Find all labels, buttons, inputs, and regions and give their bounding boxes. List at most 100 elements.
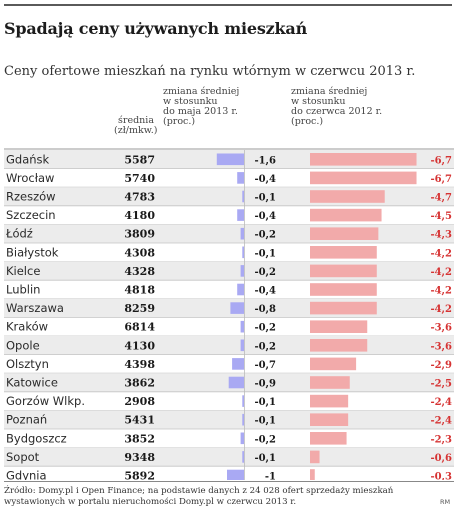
may-change-label: -0,2 (254, 341, 276, 352)
year-change-bar (310, 376, 350, 389)
city-label: Gdańsk (6, 152, 50, 166)
header-average-price: średnia (zł/mkw.) (114, 115, 158, 136)
average-price-label: 5587 (124, 153, 155, 166)
year-change-bar (310, 190, 385, 203)
may-change-label: -0,1 (254, 416, 276, 427)
year-change-label: -6,7 (430, 155, 452, 166)
average-price-label: 5431 (124, 414, 155, 427)
year-change-label: -3,6 (430, 323, 452, 334)
may-change-bar (230, 302, 244, 314)
may-change-label: -0,4 (254, 286, 276, 297)
year-change-bar (310, 208, 382, 222)
may-change-bar (242, 413, 244, 426)
may-change-label: -0,1 (254, 453, 276, 464)
row-stripe (4, 410, 454, 429)
year-change-bar (310, 227, 379, 240)
chart-subtitle: Ceny ofertowe mieszkań na rynku wtórnym … (4, 64, 416, 79)
may-change-bar (237, 209, 244, 221)
row-stripe (4, 261, 454, 281)
may-change-label: -0,2 (254, 323, 276, 334)
year-change-label: -6,7 (430, 174, 452, 185)
year-change-label: -2,4 (430, 416, 452, 427)
row-stripe (4, 298, 454, 318)
may-change-label: -0,1 (254, 248, 276, 259)
year-change-bar (310, 301, 377, 315)
price-table-chart: Gdańsk 5587 -1,6 -6,7 Wrocław 5740 -0,4 -6,7 Rze… (4, 148, 454, 481)
average-price-label: 5740 (124, 172, 155, 185)
chart-title: Spadają ceny używanych mieszkań (4, 19, 308, 38)
city-label: Łódź (5, 227, 33, 241)
city-label: Olsztyn (6, 357, 49, 371)
source-note: Źródło: Domy.pl i Open Finance; na podst… (4, 486, 394, 507)
may-change-bar (242, 190, 244, 203)
year-change-bar (310, 394, 349, 408)
year-change-bar (310, 357, 357, 371)
may-change-label: -0,2 (254, 230, 276, 241)
year-change-label: -4,2 (430, 248, 452, 259)
average-price-label: 4783 (124, 191, 155, 204)
year-change-label: -2,4 (430, 397, 452, 408)
year-change-bar (310, 339, 368, 352)
year-change-label: -4,2 (430, 304, 452, 315)
average-price-label: 3809 (124, 228, 155, 241)
may-change-bar (240, 339, 244, 352)
may-change-bar (216, 153, 244, 166)
year-change-label: -2,3 (430, 434, 452, 445)
city-label: Sopot (6, 450, 40, 464)
may-change-label: -0,4 (254, 211, 276, 222)
city-label: Lublin (6, 283, 40, 297)
may-change-label: -0,1 (254, 193, 276, 204)
year-change-label: -0,6 (430, 453, 452, 464)
may-change-bar (242, 246, 244, 259)
may-change-bar (240, 265, 244, 277)
may-change-label: -0,2 (254, 434, 276, 445)
title-rule (4, 4, 452, 6)
year-change-bar (310, 320, 368, 333)
average-price-label: 9348 (124, 451, 155, 464)
year-change-label: -3,6 (430, 341, 452, 352)
average-price-label: 3862 (124, 377, 155, 390)
average-price-label: 4308 (124, 246, 155, 259)
row-stripe (4, 447, 454, 467)
may-change-label: -1,6 (254, 155, 276, 166)
may-change-label: -1 (265, 472, 276, 481)
year-change-bar (310, 171, 417, 185)
average-price-label: 5892 (124, 470, 155, 481)
city-label: Białystok (6, 245, 59, 259)
author-credit: RM (440, 498, 451, 506)
may-change-label: -0,9 (254, 379, 276, 390)
may-change-bar (242, 395, 244, 407)
average-price-label: 4818 (124, 284, 155, 297)
header-change-may: zmiana średniej w stosunku do maja 2013 … (163, 86, 240, 127)
year-change-bar (310, 450, 320, 464)
may-change-bar (240, 432, 244, 445)
average-price-label: 4130 (124, 339, 155, 352)
city-label: Gorzów Wlkp. (6, 394, 85, 408)
city-label: Opole (6, 338, 40, 352)
city-label: Bydgoszcz (6, 431, 67, 445)
footer-rule (4, 481, 454, 482)
header-change-year: zmiana średniej w stosunku do czerwca 20… (291, 86, 383, 127)
city-label: Wrocław (6, 171, 54, 185)
average-price-label: 2908 (124, 395, 155, 408)
may-change-label: -0,8 (254, 304, 276, 315)
year-change-label: -4,5 (430, 211, 452, 222)
may-change-bar (227, 469, 244, 480)
average-price-label: 4180 (124, 209, 155, 222)
may-change-label: -0,2 (254, 267, 276, 278)
city-label: Gdynia (6, 469, 47, 481)
may-change-bar (237, 172, 244, 184)
may-change-label: -0,4 (254, 174, 276, 185)
city-label: Katowice (6, 376, 58, 390)
year-change-bar (310, 432, 347, 445)
row-stripe (4, 224, 454, 243)
may-change-label: -0,7 (254, 360, 276, 371)
average-price-label: 4398 (124, 358, 155, 371)
year-change-bar (310, 246, 377, 259)
city-label: Kielce (6, 264, 40, 278)
year-change-label: -4,3 (430, 230, 452, 241)
average-price-label: 3852 (124, 432, 155, 445)
year-change-label: -0,3 (430, 472, 452, 481)
year-change-label: -4,2 (430, 286, 452, 297)
may-change-label: -0,1 (254, 397, 276, 408)
